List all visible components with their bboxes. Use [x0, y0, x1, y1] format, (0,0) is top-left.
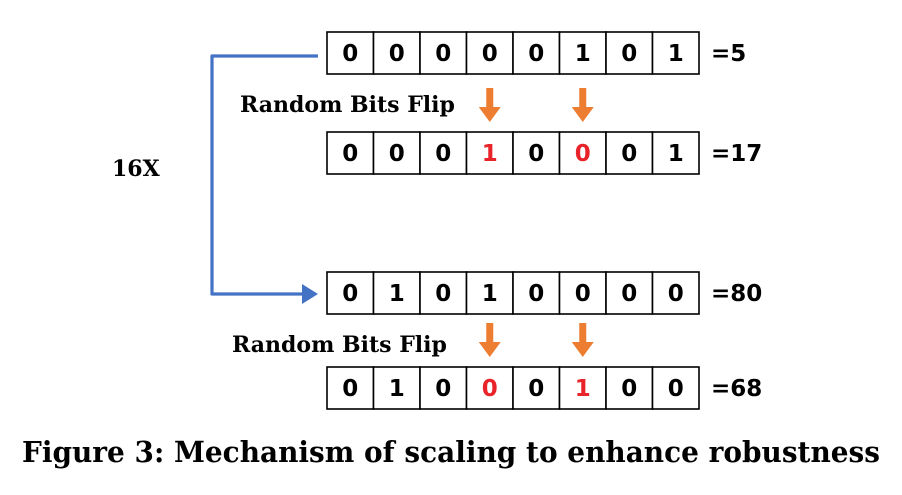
bit-cell: [465, 366, 514, 410]
scale-arrow-icon: [210, 54, 318, 296]
bit-value: 0: [575, 281, 591, 307]
bit-cell: [651, 31, 700, 75]
bit-cell: [558, 271, 607, 315]
figure-caption: Figure 3: Mechanism of scaling to enhanc…: [22, 435, 880, 469]
bit-cell: [419, 131, 468, 175]
bit-value: 0: [342, 41, 358, 67]
decimal-value: =80: [711, 281, 762, 307]
flipped-bit-value: 0: [575, 141, 591, 167]
bit-value: 0: [621, 281, 637, 307]
bit-cell: [419, 31, 468, 75]
flip-arrow-icon: [478, 88, 501, 122]
bit-rows: 0 0 0 0 0 1 0 1 =50 0 0 1 0 0 0 1 =170 1 0 1 0 0 0 0 =800 1 0 0 0 1 0 0…: [326, 31, 762, 410]
bit-value: 1: [389, 281, 405, 307]
bit-row-4: 0 1 0 0 0 1 0 0 =68: [326, 366, 762, 410]
bit-value: 0: [435, 281, 451, 307]
bit-value: 1: [668, 141, 684, 167]
flip-label-1: Random Bits Flip: [240, 92, 455, 118]
bit-value: 0: [621, 141, 637, 167]
bit-cell: [326, 271, 375, 315]
bit-cell: [512, 366, 561, 410]
bit-row-3: 0 1 0 1 0 0 0 0 =80: [326, 271, 762, 315]
bit-cell: [558, 131, 607, 175]
bit-cell: [651, 271, 700, 315]
bit-value: 0: [435, 141, 451, 167]
bit-value: 0: [342, 281, 358, 307]
bit-value: 0: [435, 41, 451, 67]
decimal-value: =5: [711, 41, 746, 67]
bit-value: 0: [528, 41, 544, 67]
bit-cell: [605, 366, 654, 410]
bit-value: 0: [389, 41, 405, 67]
bit-cell: [512, 131, 561, 175]
bit-cell: [419, 271, 468, 315]
flip-arrow-icon: [571, 323, 594, 357]
bit-cell: [372, 366, 421, 410]
bit-value: 1: [389, 376, 405, 402]
bit-row-2: 0 0 0 1 0 0 0 1 =17: [326, 131, 762, 175]
bit-value: 0: [668, 376, 684, 402]
bit-value: 0: [621, 41, 637, 67]
flipped-bit-value: 1: [482, 141, 498, 167]
bit-cell: [512, 31, 561, 75]
flipped-bit-value: 0: [482, 376, 498, 402]
bit-value: 0: [528, 281, 544, 307]
flip-arrow-icon: [478, 323, 501, 357]
bit-cell: [326, 31, 375, 75]
bit-cell: [651, 366, 700, 410]
bit-cell: [326, 131, 375, 175]
bit-value: 1: [668, 41, 684, 67]
bit-cell: [605, 31, 654, 75]
flip-arrows: [478, 88, 594, 357]
bit-value: 0: [342, 376, 358, 402]
bit-cell: [372, 31, 421, 75]
flipped-bit-value: 1: [575, 376, 591, 402]
bit-value: 0: [435, 376, 451, 402]
scale-label: 16X: [112, 156, 161, 182]
bit-value: 0: [621, 376, 637, 402]
bit-value: 0: [482, 41, 498, 67]
bit-cell: [372, 131, 421, 175]
flip-label-2: Random Bits Flip: [232, 332, 447, 358]
bit-cell: [651, 131, 700, 175]
bit-row-1: 0 0 0 0 0 1 0 1 =5: [326, 31, 746, 75]
bit-value: 0: [389, 141, 405, 167]
bit-value: 1: [575, 41, 591, 67]
bit-cell: [372, 271, 421, 315]
bit-value: 0: [668, 281, 684, 307]
bit-value: 0: [528, 376, 544, 402]
decimal-value: =17: [711, 141, 762, 167]
bit-value: 0: [528, 141, 544, 167]
flip-arrow-icon: [571, 88, 594, 122]
bit-value: 0: [342, 141, 358, 167]
decimal-value: =68: [711, 376, 762, 402]
scale-arrowhead-icon: [302, 284, 318, 304]
bit-cell: [605, 271, 654, 315]
bit-value: 1: [482, 281, 498, 307]
